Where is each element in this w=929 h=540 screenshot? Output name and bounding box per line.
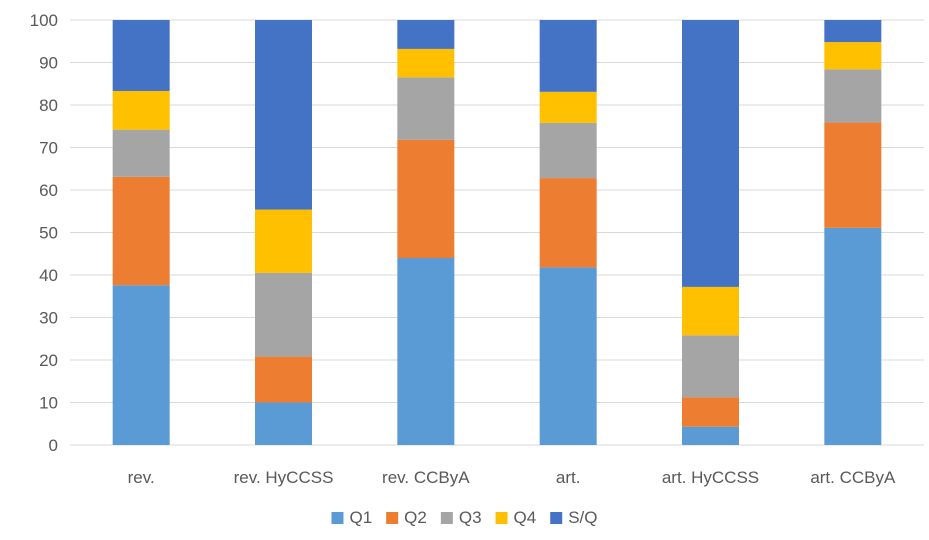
x-category-label: art. CCByA [810,468,896,487]
bar-segment-q4-3 [539,91,597,123]
bar-segment-q3-2 [397,77,455,140]
legend-label: Q2 [404,508,427,527]
y-tick-label: 30 [39,309,58,328]
x-category-label: art. [556,468,581,487]
legend-swatch-q4 [495,512,508,524]
legend-label: S/Q [568,508,597,527]
bar-segment-q3-1 [255,272,312,357]
bar-segment-sq-2 [397,20,455,49]
bar-segment-sq-1 [255,20,312,210]
y-axis-tick-labels: 0 10 20 30 40 50 60 70 80 90 100 [30,11,58,455]
legend: Q1 Q2 Q3 Q4 S/Q [331,508,598,527]
bar-segment-sq-3 [539,20,597,92]
legend-swatch-q2 [386,512,399,524]
bar-segment-q3-5 [824,69,882,123]
legend-swatch-q3 [440,512,453,524]
legend-swatch-q1 [331,512,344,524]
bar-segment-q1-0 [112,285,170,445]
bar-segment-q2-3 [539,178,597,268]
y-tick-label: 0 [49,436,58,455]
bar-segment-q3-4 [682,335,739,398]
bar-segment-q2-4 [682,397,739,427]
bar-segment-sq-4 [682,20,739,287]
bar-segment-q1-3 [539,267,597,445]
bar-segment-sq-0 [112,20,170,91]
bar-segment-q4-1 [255,209,312,273]
bar-segment-q1-5 [824,227,882,445]
x-category-label: art. HyCCSS [662,468,759,487]
bar-segment-q1-1 [255,402,312,445]
y-tick-label: 60 [39,181,58,200]
y-tick-label: 50 [39,224,58,243]
legend-label: Q3 [459,508,482,527]
bar-segment-q4-5 [824,42,882,70]
bar-segment-q4-0 [112,90,170,130]
bar-segment-q3-3 [539,122,597,179]
bar-segment-q4-2 [397,48,455,78]
y-tick-label: 10 [39,394,58,413]
bar-segment-q4-4 [682,286,739,336]
legend-label: Q1 [349,508,372,527]
bar-segment-q2-1 [255,356,312,403]
bar-segment-sq-5 [824,20,882,43]
bar-segment-q2-2 [397,139,455,258]
legend-swatch-sq [550,512,563,524]
x-category-label: rev. CCByA [382,468,470,487]
y-tick-label: 70 [39,139,58,158]
bar-segment-q2-0 [112,176,170,286]
gridlines [70,19,924,446]
legend-label: Q4 [514,508,537,527]
y-tick-label: 20 [39,351,58,370]
y-tick-label: 90 [39,54,58,73]
bar-segment-q2-5 [824,122,882,228]
bar-segment-q1-4 [682,426,739,445]
x-axis-category-labels: rev. rev. HyCCSS rev. CCByA art. art. HyCCSS… [128,468,896,487]
x-category-label: rev. [128,468,155,487]
bar-segment-q3-0 [112,129,170,177]
x-category-label: rev. HyCCSS [234,468,334,487]
bar-segment-q1-2 [397,258,455,445]
y-tick-label: 80 [39,96,58,115]
y-tick-label: 100 [30,11,58,30]
bars [112,20,882,445]
y-tick-label: 40 [39,266,58,285]
